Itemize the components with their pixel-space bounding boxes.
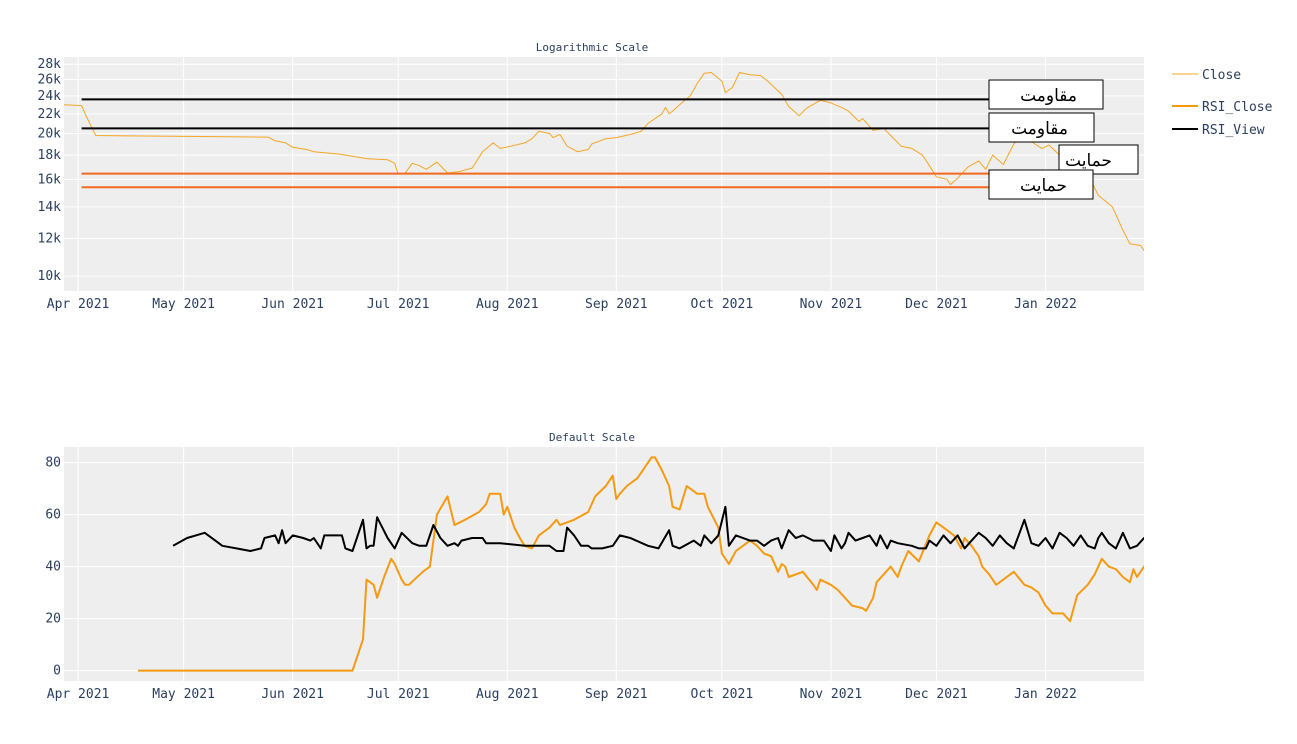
log-scale-x-tick-label: Nov 2021 (800, 297, 863, 312)
default-scale-x-tick-label: May 2021 (152, 687, 215, 702)
default-scale-plot-area (64, 447, 1144, 681)
log-scale-y-tick-label: 12k (38, 232, 62, 247)
series-line-rsi-view (172, 505, 1144, 552)
annotation-box-2 (988, 112, 1095, 143)
legend-label-close: Close (1202, 68, 1241, 83)
series-line-rsi-close (137, 456, 1144, 672)
annotation-label-3: حمایت (1065, 151, 1112, 171)
support-resistance-annotations: مقاومت مقاومت حمایت حمایت (81, 79, 1139, 200)
log-scale-x-tick-label: Aug 2021 (476, 297, 539, 312)
default-scale-y-tick-label: 20 (45, 612, 61, 627)
default-scale-x-tick-label: Nov 2021 (800, 687, 863, 702)
default-scale-x-tick-label: Jan 2022 (1014, 687, 1077, 702)
legend: Close RSI_Close RSI_View (1172, 68, 1273, 138)
log-scale-series (64, 72, 1144, 252)
annotation-box-3 (1058, 144, 1139, 175)
default-scale-x-tick-label: Dec 2021 (905, 687, 968, 702)
default-scale-gridlines (64, 447, 1144, 681)
log-scale-title: Logarithmic Scale (536, 41, 649, 54)
default-scale-x-tick-label: Apr 2021 (47, 687, 110, 702)
log-scale-gridlines (64, 57, 1144, 291)
log-scale-x-tick-label: Jun 2021 (261, 297, 324, 312)
log-scale-y-tick-label: 26k (38, 72, 62, 87)
log-scale-y-tick-label: 10k (38, 269, 62, 284)
log-scale-y-tick-label: 22k (38, 107, 62, 122)
default-scale-y-tick-label: 60 (45, 508, 61, 523)
default-scale-y-tick-label: 80 (45, 456, 61, 471)
log-scale-x-tick-label: Jul 2021 (367, 297, 430, 312)
annotation-box-4 (988, 169, 1094, 200)
default-scale-y-axis: 0 20 40 60 80 (45, 456, 61, 679)
series-line-close (64, 72, 1144, 252)
default-scale-y-tick-label: 40 (45, 560, 61, 575)
annotation-label-1: مقاومت (1020, 86, 1077, 106)
annotation-label-4: حمایت (1020, 176, 1067, 196)
log-scale-x-tick-label: Sep 2021 (585, 297, 648, 312)
legend-label-rsi-close: RSI_Close (1202, 100, 1273, 115)
log-scale-y-tick-label: 20k (38, 126, 62, 141)
annotation-box-1 (988, 79, 1104, 110)
log-scale-x-tick-label: Apr 2021 (47, 297, 110, 312)
log-scale-y-tick-label: 16k (38, 172, 62, 187)
legend-label-rsi-view: RSI_View (1202, 123, 1265, 138)
log-scale-x-axis: Apr 2021 May 2021 Jun 2021 Jul 2021 Aug 2021… (47, 297, 1077, 312)
default-scale-x-tick-label: Jun 2021 (261, 687, 324, 702)
annotation-label-2: مقاومت (1011, 119, 1068, 139)
log-scale-y-tick-label: 18k (38, 148, 62, 163)
default-scale-x-tick-label: Oct 2021 (691, 687, 754, 702)
default-scale-chart: 0 20 40 60 80 Apr 2021 May 2021 Jun 2021 Jul 20… (45, 431, 1144, 702)
default-scale-title: Default Scale (549, 431, 635, 444)
default-scale-series (137, 456, 1144, 672)
log-scale-y-tick-label: 24k (38, 89, 62, 104)
default-scale-x-tick-label: Aug 2021 (476, 687, 539, 702)
log-scale-x-tick-label: Dec 2021 (905, 297, 968, 312)
default-scale-x-axis: Apr 2021 May 2021 Jun 2021 Jul 2021 Aug 2021… (47, 687, 1077, 702)
log-scale-x-tick-label: Oct 2021 (691, 297, 754, 312)
default-scale-x-tick-label: Sep 2021 (585, 687, 648, 702)
default-scale-x-tick-label: Jul 2021 (367, 687, 430, 702)
log-scale-x-tick-label: May 2021 (152, 297, 215, 312)
log-scale-y-tick-label: 28k (38, 57, 62, 72)
default-scale-y-tick-label: 0 (53, 664, 61, 679)
log-scale-y-tick-label: 14k (38, 200, 62, 215)
log-scale-x-tick-label: Jan 2022 (1014, 297, 1077, 312)
